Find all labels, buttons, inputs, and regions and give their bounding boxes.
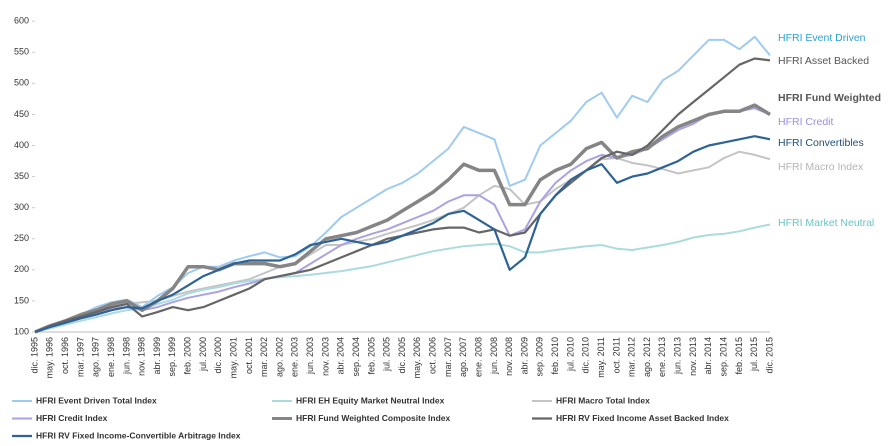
- series-line: [34, 223, 771, 333]
- end-label: HFRI Fund Weighted: [778, 92, 881, 104]
- x-tick-label: jun. 1998: [121, 337, 131, 375]
- x-tick-label: jun. 2008: [489, 337, 499, 375]
- x-tick-label: sep. 1999: [167, 337, 177, 377]
- x-tick-label: oct. 2001: [244, 337, 254, 374]
- x-tick-label: dic. 2005: [397, 337, 407, 374]
- y-tick-label: 450: [14, 109, 29, 119]
- x-tick-label: abr. 2014: [703, 337, 713, 375]
- x-tick-label: mar. 2007: [443, 337, 453, 377]
- legend-label: HFRI RV Fixed Income Asset Backed Index: [556, 413, 729, 423]
- x-tick-label: abr. 2004: [336, 337, 346, 375]
- x-tick-label: dic. 1995: [29, 337, 39, 374]
- series-line: [34, 135, 771, 334]
- end-label: HFRI Convertibles: [778, 137, 864, 149]
- x-tick-label: jul. 2005: [382, 337, 392, 372]
- y-tick-label: 600: [14, 16, 29, 26]
- x-tick-label: ene. 2003: [290, 337, 300, 377]
- y-tick-label: 400: [14, 140, 29, 150]
- x-tick-label: dic. 2015: [764, 337, 774, 374]
- y-tick-label: 550: [14, 47, 29, 57]
- x-tick-label: may. 2006: [412, 337, 422, 378]
- x-tick-label: mar. 2012: [627, 337, 637, 377]
- x-tick-label: nov. 2008: [504, 337, 514, 376]
- end-label: HFRI Credit: [778, 116, 834, 128]
- y-tick-label: 350: [14, 171, 29, 181]
- x-tick-label: oct. 1996: [60, 337, 70, 374]
- legend-label: HFRI Credit Index: [36, 413, 108, 423]
- x-tick-label: mar. 2002: [259, 337, 269, 377]
- x-tick-label: jul. 2000: [198, 337, 208, 372]
- legend-label: HFRI EH Equity Market Neutral Index: [296, 395, 445, 405]
- x-tick-label: feb. 2000: [183, 337, 193, 375]
- x-tick-label: sep. 2004: [351, 337, 361, 377]
- x-tick-label: dic. 2010: [581, 337, 591, 374]
- x-tick-label: ene. 2013: [657, 337, 667, 377]
- legend-label: HFRI Macro Total Index: [556, 395, 650, 405]
- x-tick-label: oct. 2006: [428, 337, 438, 374]
- x-tick-label: feb. 2005: [366, 337, 376, 375]
- x-tick-label: ago. 1997: [91, 337, 101, 377]
- x-tick-label: ene. 1998: [106, 337, 116, 377]
- y-tick-label: 200: [14, 264, 29, 274]
- x-tick-label: dic. 2000: [213, 337, 223, 374]
- x-tick-label: nov. 2013: [688, 337, 698, 376]
- x-tick-label: jul. 2010: [565, 337, 575, 372]
- x-tick-label: ene. 2008: [473, 337, 483, 377]
- x-tick-label: jun. 2013: [673, 337, 683, 375]
- legend-label: HFRI Fund Weighted Composite Index: [296, 413, 451, 423]
- y-tick-label: 500: [14, 78, 29, 88]
- y-tick-label: 100: [14, 326, 29, 336]
- legend-label: HFRI Event Driven Total Index: [36, 395, 157, 405]
- x-tick-label: ago. 2007: [458, 337, 468, 377]
- x-tick-label: nov. 1998: [137, 337, 147, 376]
- x-tick-label: may. 2011: [596, 337, 606, 378]
- y-tick-label: 150: [14, 295, 29, 305]
- end-label: HFRI Asset Backed: [778, 55, 869, 67]
- x-tick-label: ago. 2012: [642, 337, 652, 377]
- x-tick-label: sep. 2014: [718, 337, 728, 377]
- x-tick-label: nov. 2003: [320, 337, 330, 376]
- end-label: HFRI Macro Index: [778, 161, 864, 173]
- series-line: [34, 103, 771, 334]
- end-label: HFRI Market Neutral: [778, 217, 874, 229]
- series-line: [34, 35, 771, 333]
- y-tick-label: 300: [14, 202, 29, 212]
- x-tick-label: abr. 2009: [519, 337, 529, 375]
- x-tick-label: jul. 2015: [749, 337, 759, 372]
- end-label: HFRI Event Driven: [778, 32, 866, 44]
- x-tick-label: jun. 2003: [305, 337, 315, 375]
- series-line: [34, 57, 771, 334]
- x-tick-label: sep. 2009: [535, 337, 545, 377]
- x-tick-label: may. 1996: [45, 337, 55, 378]
- x-tick-label: feb. 2010: [550, 337, 560, 375]
- x-tick-label: mar. 1997: [75, 337, 85, 377]
- series-line: [34, 107, 771, 333]
- y-tick-label: 250: [14, 233, 29, 243]
- x-tick-label: may. 2001: [228, 337, 238, 378]
- x-tick-label: feb. 2015: [734, 337, 744, 375]
- x-tick-label: oct. 2011: [611, 337, 621, 373]
- x-tick-label: abr. 1999: [152, 337, 162, 375]
- legend-label: HFRI RV Fixed Income-Convertible Arbitra…: [36, 430, 241, 440]
- x-tick-label: ago. 2002: [274, 337, 284, 377]
